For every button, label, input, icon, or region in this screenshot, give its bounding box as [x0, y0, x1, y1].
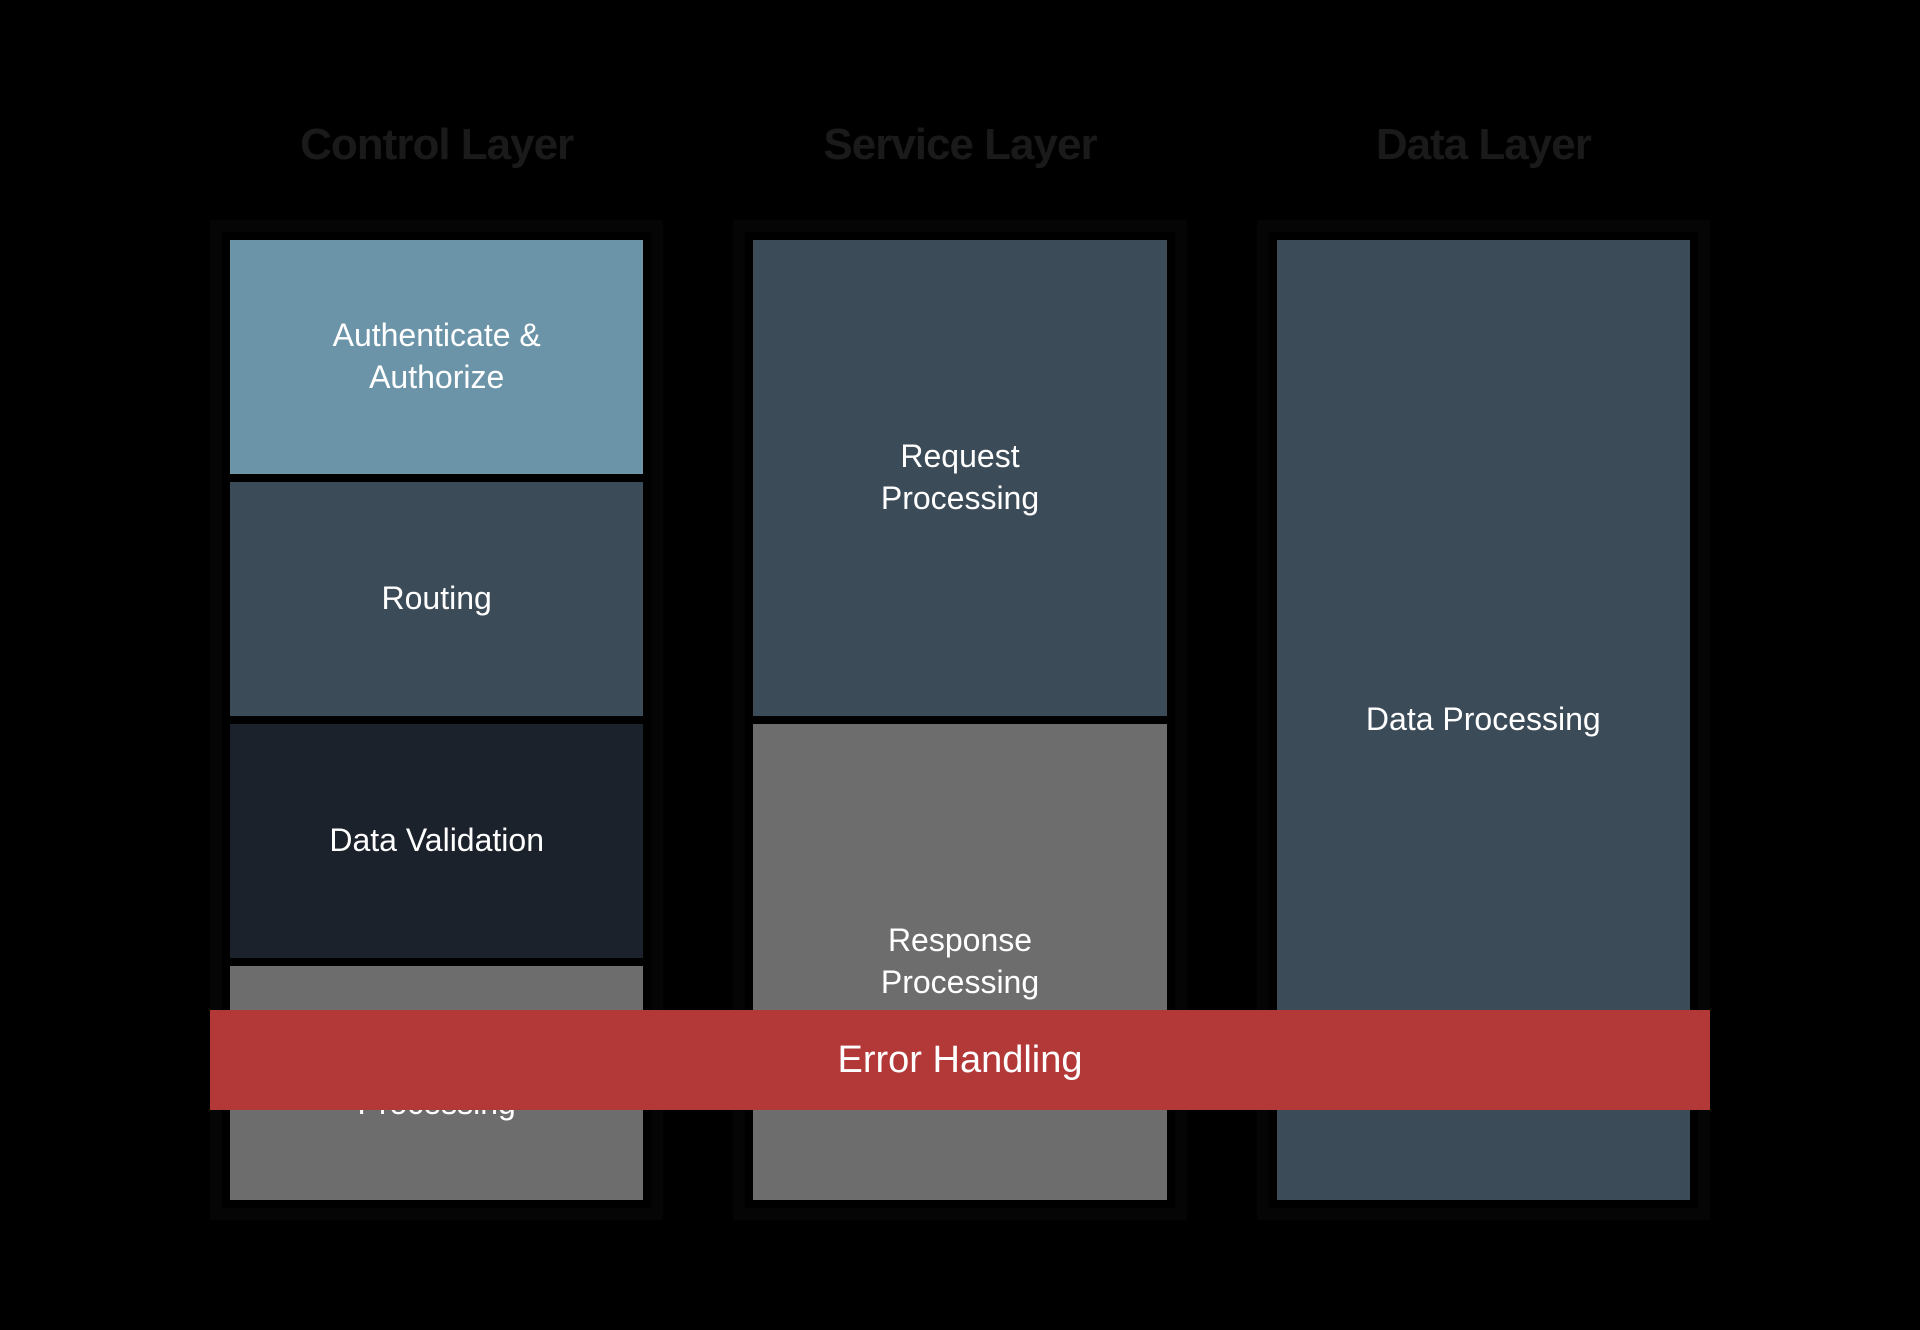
- request-processing-block: RequestProcessing: [753, 240, 1166, 716]
- control-layer-title: Control Layer: [210, 120, 663, 170]
- error-handling-band: Error Handling: [210, 1010, 1710, 1110]
- service-layer-title: Service Layer: [733, 120, 1186, 170]
- response-processing-service-block: ResponseProcessing: [753, 724, 1166, 1200]
- authenticate-authorize-block: Authenticate &Authorize: [230, 240, 643, 474]
- data-layer-title: Data Layer: [1257, 120, 1710, 170]
- data-validation-block: Data Validation: [230, 724, 643, 958]
- routing-block: Routing: [230, 482, 643, 716]
